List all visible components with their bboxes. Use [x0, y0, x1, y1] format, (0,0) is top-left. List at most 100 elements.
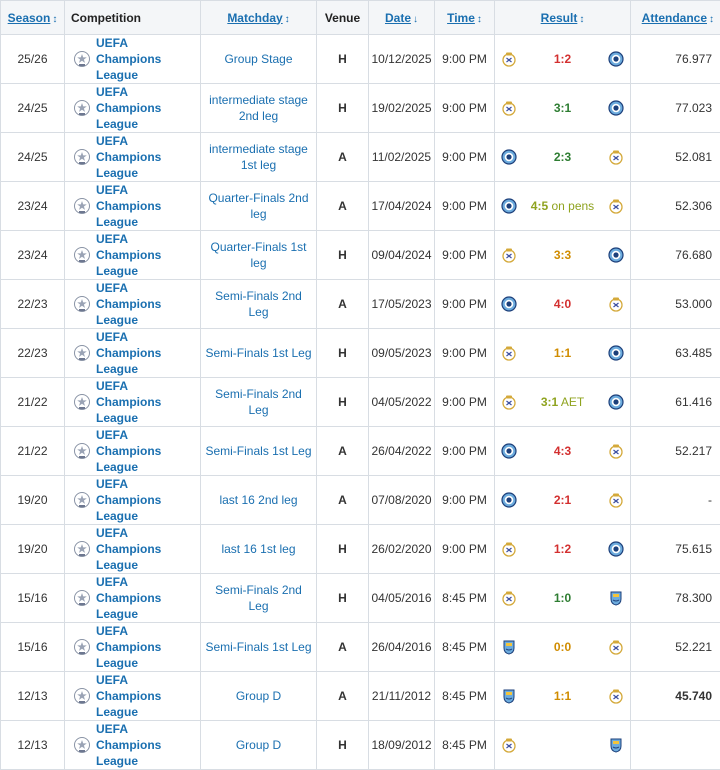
competition-cell[interactable]: UEFA Champions League: [65, 329, 201, 378]
matchday-cell[interactable]: intermediate stage 1st leg: [201, 133, 317, 182]
competition-cell[interactable]: UEFA Champions League: [65, 525, 201, 574]
result-cell[interactable]: 0:0: [495, 623, 631, 672]
competition-cell[interactable]: UEFA Champions League: [65, 84, 201, 133]
competition-link[interactable]: UEFA Champions League: [96, 182, 196, 230]
matchday-cell[interactable]: Semi-Finals 2nd Leg: [201, 280, 317, 329]
competition-link[interactable]: UEFA Champions League: [96, 427, 196, 475]
competition-link[interactable]: UEFA Champions League: [96, 672, 196, 720]
real-madrid-crest-icon[interactable]: [501, 247, 517, 263]
competition-cell[interactable]: UEFA Champions League: [65, 427, 201, 476]
matchday-cell[interactable]: Semi-Finals 2nd Leg: [201, 574, 317, 623]
matchday-cell[interactable]: Quarter-Finals 1st leg: [201, 231, 317, 280]
result-cell[interactable]: 2:3: [495, 133, 631, 182]
result-cell[interactable]: 4:5 on pens: [495, 182, 631, 231]
real-madrid-crest-icon[interactable]: [608, 296, 624, 312]
result-cell[interactable]: 4:3: [495, 427, 631, 476]
man-city-crest-icon[interactable]: [608, 100, 624, 116]
man-city-old-crest-icon[interactable]: [501, 688, 517, 704]
man-city-crest-icon[interactable]: [608, 247, 624, 263]
result-cell[interactable]: 1:1: [495, 672, 631, 721]
matchday-cell[interactable]: last 16 2nd leg: [201, 476, 317, 525]
matchday-cell[interactable]: intermediate stage 2nd leg: [201, 84, 317, 133]
result-cell[interactable]: 1:2: [495, 35, 631, 84]
competition-cell[interactable]: UEFA Champions League: [65, 378, 201, 427]
real-madrid-crest-icon[interactable]: [608, 639, 624, 655]
man-city-crest-icon[interactable]: [608, 541, 624, 557]
matchday-cell[interactable]: Quarter-Finals 2nd leg: [201, 182, 317, 231]
real-madrid-crest-icon[interactable]: [501, 394, 517, 410]
matchday-cell[interactable]: Group D: [201, 721, 317, 770]
score-link[interactable]: 2:1: [517, 493, 608, 507]
result-cell[interactable]: 3:1: [495, 84, 631, 133]
man-city-old-crest-icon[interactable]: [608, 590, 624, 606]
man-city-crest-icon[interactable]: [501, 296, 517, 312]
time-header[interactable]: Time↕: [435, 1, 495, 35]
competition-cell[interactable]: UEFA Champions League: [65, 476, 201, 525]
real-madrid-crest-icon[interactable]: [608, 688, 624, 704]
competition-cell[interactable]: UEFA Champions League: [65, 35, 201, 84]
competition-cell[interactable]: UEFA Champions League: [65, 231, 201, 280]
competition-link[interactable]: UEFA Champions League: [96, 721, 196, 769]
matchday-cell[interactable]: Group Stage: [201, 35, 317, 84]
man-city-crest-icon[interactable]: [608, 345, 624, 361]
score-link[interactable]: 4:3: [517, 444, 608, 458]
result-cell[interactable]: 2:1: [495, 476, 631, 525]
man-city-crest-icon[interactable]: [501, 198, 517, 214]
man-city-crest-icon[interactable]: [501, 443, 517, 459]
man-city-crest-icon[interactable]: [501, 492, 517, 508]
man-city-old-crest-icon[interactable]: [501, 639, 517, 655]
competition-cell[interactable]: UEFA Champions League: [65, 574, 201, 623]
score-link[interactable]: 3:3: [517, 248, 608, 262]
competition-link[interactable]: UEFA Champions League: [96, 231, 196, 279]
competition-cell[interactable]: UEFA Champions League: [65, 280, 201, 329]
competition-cell[interactable]: UEFA Champions League: [65, 623, 201, 672]
real-madrid-crest-icon[interactable]: [608, 198, 624, 214]
competition-cell[interactable]: UEFA Champions League: [65, 133, 201, 182]
result-cell[interactable]: 3:1 AET: [495, 378, 631, 427]
season-header[interactable]: Season↕: [1, 1, 65, 35]
score-link[interactable]: 1:2: [517, 52, 608, 66]
score-link[interactable]: 1:1: [517, 689, 608, 703]
real-madrid-crest-icon[interactable]: [501, 541, 517, 557]
competition-link[interactable]: UEFA Champions League: [96, 84, 196, 132]
real-madrid-crest-icon[interactable]: [501, 345, 517, 361]
competition-link[interactable]: UEFA Champions League: [96, 378, 196, 426]
result-cell[interactable]: 1:0: [495, 574, 631, 623]
man-city-old-crest-icon[interactable]: [608, 737, 624, 753]
competition-link[interactable]: UEFA Champions League: [96, 574, 196, 622]
score-link[interactable]: 4:0: [517, 297, 608, 311]
result-cell[interactable]: 1:1: [495, 329, 631, 378]
competition-link[interactable]: UEFA Champions League: [96, 623, 196, 671]
attendance-header[interactable]: Attendance↕: [631, 1, 720, 35]
score-link[interactable]: 4:5 on pens: [517, 199, 608, 213]
result-cell[interactable]: 3:3: [495, 231, 631, 280]
matchday-header[interactable]: Matchday↕: [201, 1, 317, 35]
score-link[interactable]: 3:1 AET: [517, 395, 608, 409]
score-link[interactable]: 1:1: [517, 346, 608, 360]
matchday-cell[interactable]: last 16 1st leg: [201, 525, 317, 574]
real-madrid-crest-icon[interactable]: [608, 149, 624, 165]
competition-cell[interactable]: UEFA Champions League: [65, 721, 201, 770]
competition-link[interactable]: UEFA Champions League: [96, 35, 196, 83]
competition-cell[interactable]: UEFA Champions League: [65, 182, 201, 231]
real-madrid-crest-icon[interactable]: [501, 590, 517, 606]
real-madrid-crest-icon[interactable]: [501, 100, 517, 116]
competition-cell[interactable]: UEFA Champions League: [65, 672, 201, 721]
real-madrid-crest-icon[interactable]: [501, 737, 517, 753]
result-cell[interactable]: 1:2: [495, 525, 631, 574]
competition-link[interactable]: UEFA Champions League: [96, 329, 196, 377]
matchday-cell[interactable]: Group D: [201, 672, 317, 721]
competition-link[interactable]: UEFA Champions League: [96, 525, 196, 573]
man-city-crest-icon[interactable]: [608, 394, 624, 410]
matchday-cell[interactable]: Semi-Finals 1st Leg: [201, 329, 317, 378]
score-link[interactable]: 3:1: [517, 101, 608, 115]
matchday-cell[interactable]: Semi-Finals 2nd Leg: [201, 378, 317, 427]
man-city-crest-icon[interactable]: [608, 51, 624, 67]
real-madrid-crest-icon[interactable]: [608, 492, 624, 508]
competition-link[interactable]: UEFA Champions League: [96, 476, 196, 524]
matchday-cell[interactable]: Semi-Finals 1st Leg: [201, 623, 317, 672]
competition-link[interactable]: UEFA Champions League: [96, 280, 196, 328]
result-cell[interactable]: 4:0: [495, 280, 631, 329]
score-link[interactable]: 2:3: [517, 150, 608, 164]
real-madrid-crest-icon[interactable]: [501, 51, 517, 67]
